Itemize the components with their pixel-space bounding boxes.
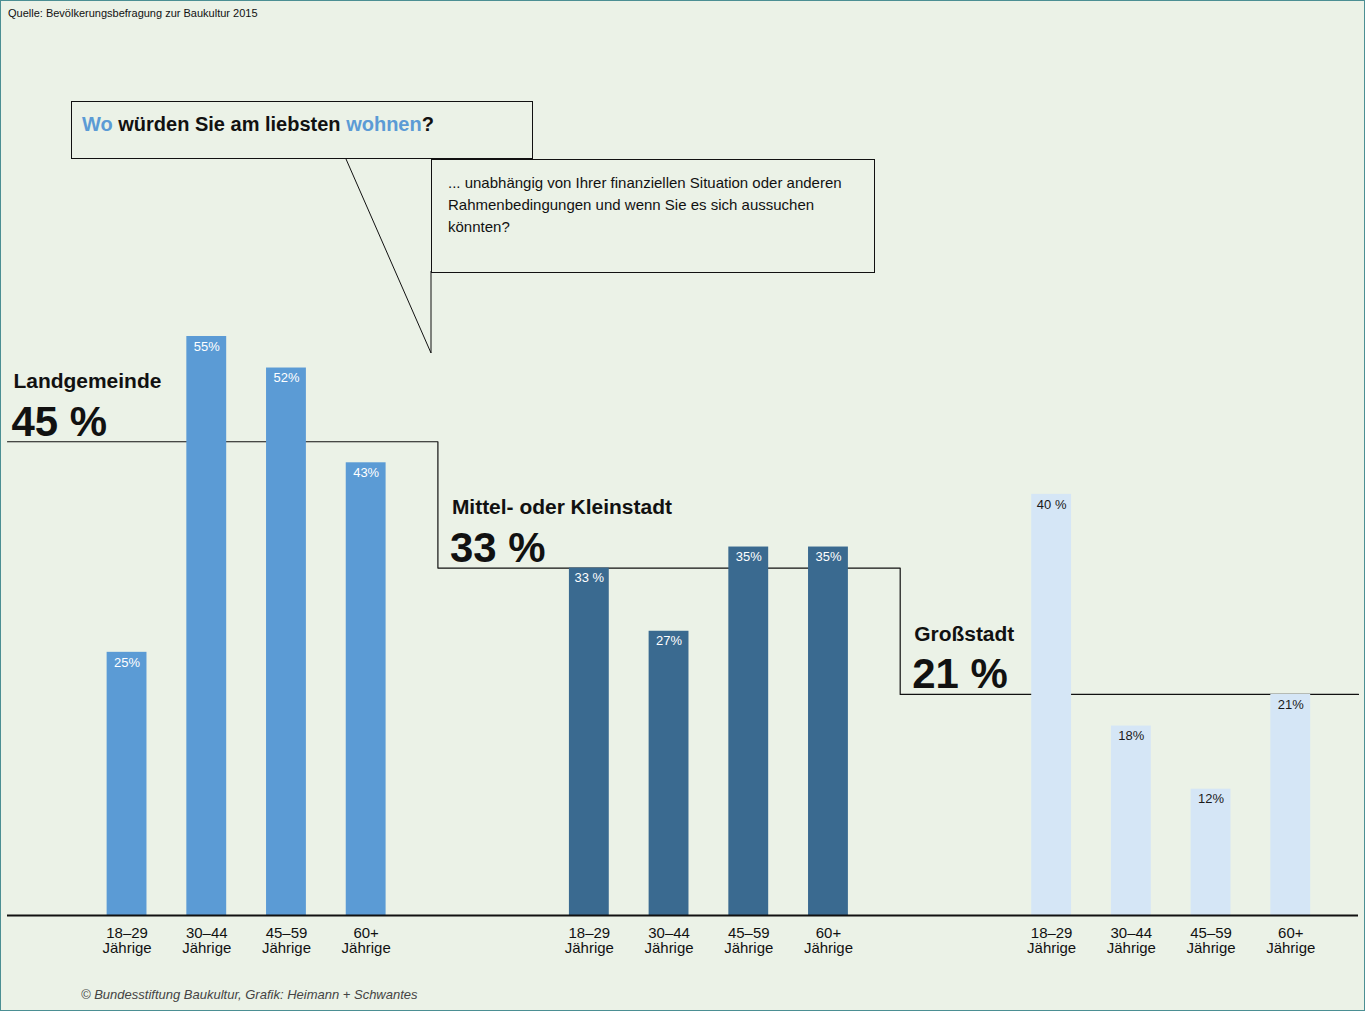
- svg-text:33 %: 33 %: [575, 570, 605, 585]
- svg-text:45–59Jährige: 45–59Jährige: [724, 924, 773, 956]
- svg-text:Landgemeinde: Landgemeinde: [13, 369, 161, 392]
- svg-text:35%: 35%: [815, 549, 841, 564]
- svg-text:45 %: 45 %: [11, 398, 107, 445]
- html-text:Quelle: Bevölkerungsbefragung: Quelle: Bevölkerungsbefragung zur Baukul…: [8, 7, 258, 19]
- svg-text:Großstadt: Großstadt: [914, 622, 1014, 645]
- svg-text:18–29Jährige: 18–29Jährige: [1027, 924, 1076, 956]
- svg-text:55%: 55%: [194, 339, 220, 354]
- svg-text:43%: 43%: [353, 465, 379, 480]
- svg-text:25%: 25%: [114, 655, 140, 670]
- svg-text:18–29Jährige: 18–29Jährige: [565, 924, 614, 956]
- svg-text:33 %: 33 %: [450, 524, 546, 571]
- svg-text:60+Jährige: 60+Jährige: [1266, 924, 1315, 956]
- svg-text:40 %: 40 %: [1037, 497, 1067, 512]
- svg-text:30–44Jährige: 30–44Jährige: [644, 924, 693, 956]
- svg-text:27%: 27%: [656, 633, 682, 648]
- svg-text:30–44Jährige: 30–44Jährige: [182, 924, 231, 956]
- svg-text:21%: 21%: [1278, 697, 1304, 712]
- svg-text:21 %: 21 %: [912, 650, 1008, 697]
- html-text:... unabhängig von Ihrer finan: ... unabhängig von Ihrer finanziellen Si…: [448, 174, 842, 235]
- html-text:© Bundesstiftung Baukultur, Gr: © Bundesstiftung Baukultur, Grafik: Heim…: [81, 987, 418, 1002]
- svg-text:60+Jährige: 60+Jährige: [342, 924, 391, 956]
- svg-text:18%: 18%: [1118, 728, 1144, 743]
- svg-text:45–59Jährige: 45–59Jährige: [262, 924, 311, 956]
- svg-text:35%: 35%: [736, 549, 762, 564]
- html-text:Wo würden Sie am liebsten wohn: Wo würden Sie am liebsten wohnen?: [82, 113, 434, 135]
- svg-text:18–29Jährige: 18–29Jährige: [102, 924, 151, 956]
- svg-text:45–59Jährige: 45–59Jährige: [1186, 924, 1235, 956]
- svg-text:12%: 12%: [1198, 791, 1224, 806]
- svg-text:Mittel- oder Kleinstadt: Mittel- oder Kleinstadt: [452, 495, 672, 518]
- svg-text:60+Jährige: 60+Jährige: [804, 924, 853, 956]
- svg-text:30–44Jährige: 30–44Jährige: [1107, 924, 1156, 956]
- svg-text:52%: 52%: [273, 370, 299, 385]
